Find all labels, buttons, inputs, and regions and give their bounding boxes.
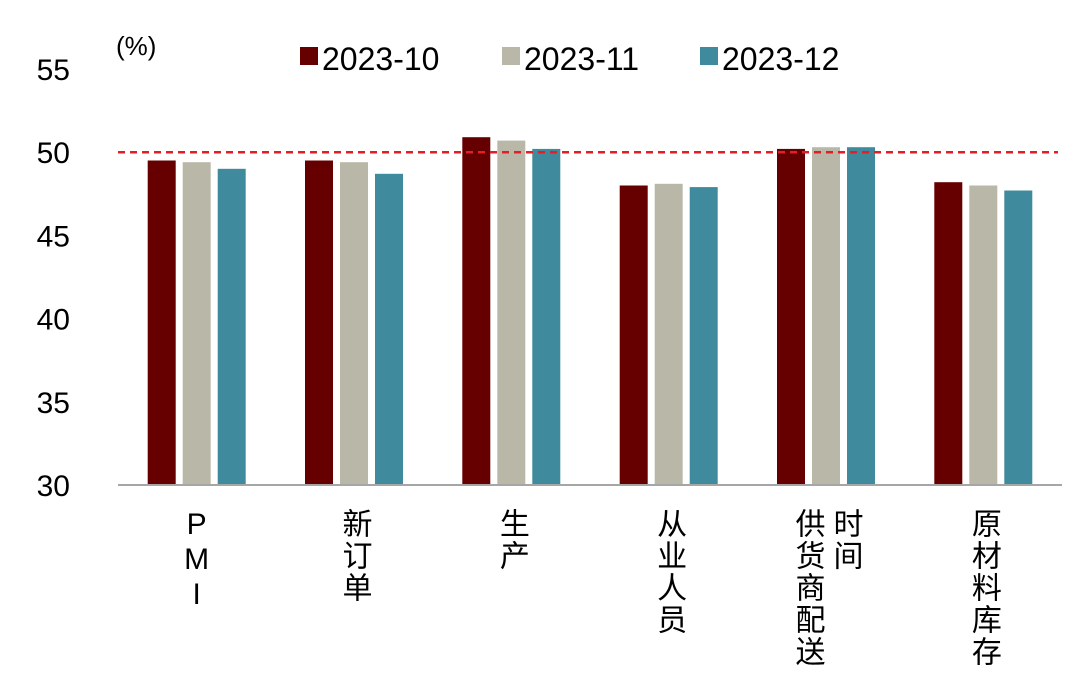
bar [1004,190,1033,485]
bar [497,140,526,485]
x-category-label: 生产 [495,508,529,572]
x-category-label: 从业人员 [652,508,686,636]
bar [182,162,211,485]
y-tick-label: 45 [37,220,70,253]
bar [689,187,718,485]
bar [969,185,998,485]
y-tick-label: 40 [37,304,70,337]
x-category-label: 供货商配送 [791,508,826,668]
bar [147,160,176,485]
x-category-label: 新订单 [338,508,372,604]
x-category-label: 时间 [829,508,862,572]
y-axis: 30 35 40 45 50 55 (%) [37,31,157,503]
legend-label: 2023-10 [322,41,439,77]
bar [934,182,963,485]
x-category-label: 原材料库存 [967,508,1002,668]
bar [462,137,491,485]
legend: 2023-10 2023-11 2023-12 [300,41,839,77]
y-tick-label: 35 [37,387,70,420]
bar [619,185,648,485]
y-tick-label: 30 [37,470,70,503]
bar [340,162,368,485]
bar [532,148,561,485]
bar [777,148,805,485]
bar [654,183,683,486]
x-category-label: PMI [180,508,213,613]
x-axis: PMI 新订单 生产 从业人员 供货商配送 时间 原材料库存 [118,484,1062,668]
bars [147,137,1033,486]
bar [812,147,840,485]
bar [217,168,246,486]
y-unit-label: (%) [116,31,156,61]
legend-swatch [700,47,718,65]
legend-label: 2023-11 [524,41,639,77]
bar [375,173,403,486]
bar [305,160,333,485]
y-tick-label: 55 [37,54,70,87]
y-tick-label: 50 [37,137,70,170]
legend-swatch [300,47,318,65]
legend-label: 2023-12 [722,41,839,77]
bar [847,147,875,485]
legend-swatch [502,47,520,65]
